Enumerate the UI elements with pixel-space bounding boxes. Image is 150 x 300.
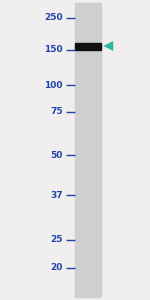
- Bar: [75, 43, 100, 50]
- Text: 50: 50: [51, 151, 63, 160]
- Text: 20: 20: [51, 263, 63, 272]
- Text: 25: 25: [51, 236, 63, 244]
- Text: 250: 250: [44, 14, 63, 22]
- Text: 37: 37: [50, 190, 63, 200]
- Bar: [75, 3, 100, 297]
- Text: 150: 150: [44, 46, 63, 55]
- Text: 100: 100: [45, 80, 63, 89]
- Text: 75: 75: [50, 107, 63, 116]
